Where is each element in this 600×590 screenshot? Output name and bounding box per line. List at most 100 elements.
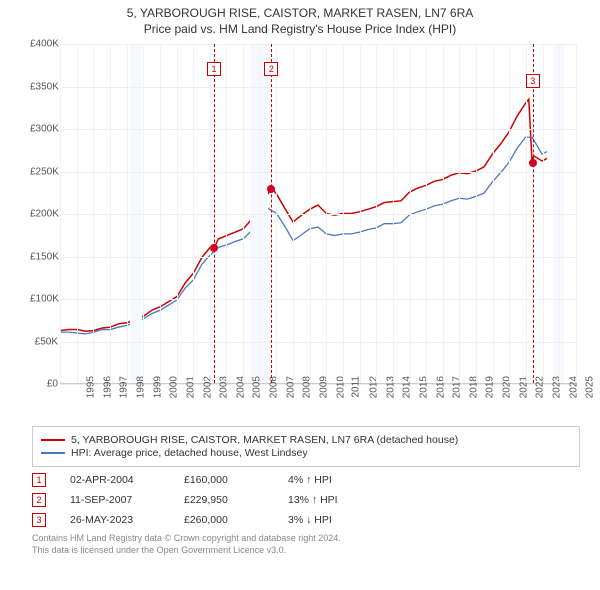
y-axis-label: £0 [30,379,58,390]
y-axis-label: £200K [30,209,58,220]
x-gridline [476,44,477,383]
y-gridline [60,342,576,343]
x-axis-label: 1995 [85,376,96,398]
x-gridline [576,44,577,383]
x-axis-label: 2000 [168,376,179,398]
sale-hpi: 4% ↑ HPI [288,474,388,486]
sale-marker: 2 [32,493,46,507]
sales-row: 2 11-SEP-2007 £229,950 13% ↑ HPI [32,493,580,507]
y-gridline [60,87,576,88]
x-gridline [543,44,544,383]
x-gridline [459,44,460,383]
y-axis-label: £150K [30,251,58,262]
x-axis-label: 2014 [402,376,413,398]
x-axis-label: 2021 [518,376,529,398]
x-gridline [376,44,377,383]
x-axis-label: 2015 [418,376,429,398]
x-axis-label: 2004 [235,376,246,398]
y-gridline [60,44,576,45]
x-axis-label: 2003 [218,376,229,398]
x-gridline [160,44,161,383]
y-axis-label: £50K [30,336,58,347]
x-axis-label: 2013 [385,376,396,398]
event-marker: 2 [264,62,278,76]
x-axis-label: 2010 [335,376,346,398]
legend-swatch [41,452,65,454]
x-gridline [343,44,344,383]
x-axis-label: 2007 [285,376,296,398]
x-axis-label: 2018 [468,376,479,398]
plot-area: £0£50K£100K£150K£200K£250K£300K£350K£400… [60,44,576,384]
x-gridline [509,44,510,383]
y-axis-label: £100K [30,294,58,305]
sales-row: 1 02-APR-2004 £160,000 4% ↑ HPI [32,473,580,487]
x-axis-label: 2022 [535,376,546,398]
chart-subtitle: Price paid vs. HM Land Registry's House … [0,22,600,36]
x-axis-label: 2012 [368,376,379,398]
event-marker: 1 [207,62,221,76]
sale-marker: 3 [32,513,46,527]
x-gridline [493,44,494,383]
y-gridline [60,172,576,173]
sales-row: 3 26-MAY-2023 £260,000 3% ↓ HPI [32,513,580,527]
x-gridline [93,44,94,383]
x-axis-label: 1996 [102,376,113,398]
sales-table: 1 02-APR-2004 £160,000 4% ↑ HPI 2 11-SEP… [32,473,580,527]
x-gridline [210,44,211,383]
x-axis-label: 1997 [119,376,130,398]
sale-date: 02-APR-2004 [70,474,160,486]
y-axis-label: £350K [30,81,58,92]
y-axis-label: £300K [30,124,58,135]
legend-swatch [41,439,65,441]
event-dot [529,159,537,167]
x-gridline [410,44,411,383]
sale-date: 11-SEP-2007 [70,494,160,506]
x-gridline [143,44,144,383]
x-gridline [426,44,427,383]
sale-price: £229,950 [184,494,264,506]
event-dot [267,185,275,193]
y-gridline [60,299,576,300]
x-gridline [243,44,244,383]
x-axis-label: 2024 [568,376,579,398]
x-axis-label: 2001 [185,376,196,398]
x-gridline [526,44,527,383]
legend-item: 5, YARBOROUGH RISE, CAISTOR, MARKET RASE… [41,434,571,446]
x-axis-label: 2017 [451,376,462,398]
sale-hpi: 3% ↓ HPI [288,514,388,526]
x-gridline [310,44,311,383]
y-axis-label: £400K [30,39,58,50]
x-gridline [293,44,294,383]
x-gridline [393,44,394,383]
attribution-footer: Contains HM Land Registry data © Crown c… [32,533,580,556]
x-gridline [77,44,78,383]
x-gridline [127,44,128,383]
x-gridline [276,44,277,383]
x-gridline [326,44,327,383]
x-gridline [177,44,178,383]
event-dot [210,244,218,252]
x-axis-label: 2025 [585,376,596,398]
footer-line: This data is licensed under the Open Gov… [32,545,580,557]
event-marker: 3 [526,74,540,88]
sale-date: 26-MAY-2023 [70,514,160,526]
legend: 5, YARBOROUGH RISE, CAISTOR, MARKET RASE… [32,426,580,467]
x-axis-label: 2020 [501,376,512,398]
x-gridline [559,44,560,383]
x-axis-label: 1999 [152,376,163,398]
chart-container: £0£50K£100K£150K£200K£250K£300K£350K£400… [32,40,592,420]
legend-label: 5, YARBOROUGH RISE, CAISTOR, MARKET RASE… [71,434,458,446]
x-gridline [443,44,444,383]
event-line [271,44,272,383]
x-axis-label: 2005 [252,376,263,398]
x-axis-label: 2002 [202,376,213,398]
sale-price: £260,000 [184,514,264,526]
x-axis-label: 2023 [551,376,562,398]
x-gridline [226,44,227,383]
chart-title-block: 5, YARBOROUGH RISE, CAISTOR, MARKET RASE… [0,0,600,40]
legend-label: HPI: Average price, detached house, West… [71,447,308,459]
x-gridline [193,44,194,383]
x-gridline [60,44,61,383]
event-line [533,44,534,383]
sale-hpi: 13% ↑ HPI [288,494,388,506]
